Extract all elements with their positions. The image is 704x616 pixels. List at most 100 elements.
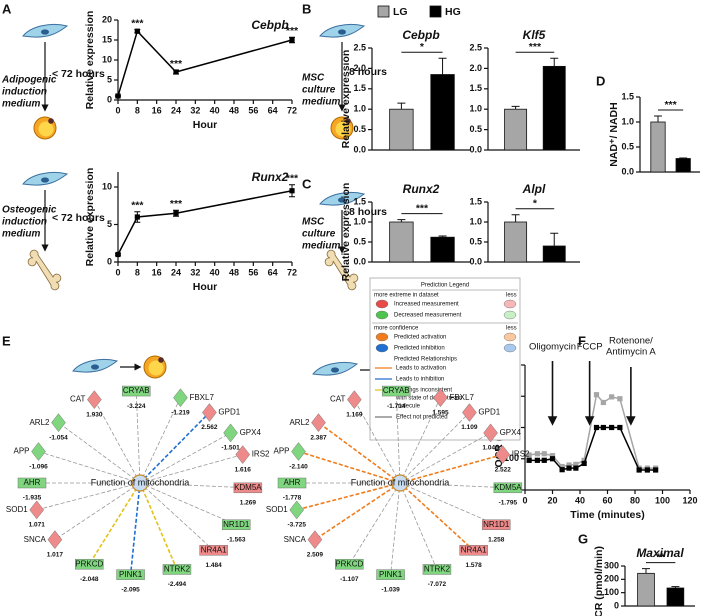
node [495, 445, 511, 464]
node-label: CRYAB [383, 386, 410, 395]
edge [139, 482, 178, 570]
panel-label: A [2, 1, 12, 16]
node [116, 569, 145, 580]
edge [139, 397, 181, 484]
significance: *** [664, 99, 677, 111]
significance: *** [131, 17, 144, 29]
point [636, 467, 642, 473]
bar [542, 65, 566, 151]
legend-text: Predicted Relationships [394, 357, 457, 363]
node-label: PRKCD [335, 559, 363, 568]
y-axis-label: Relative expression [340, 183, 352, 282]
medium-label: induction [2, 87, 47, 98]
x-tick-label: 40 [575, 495, 585, 505]
event-label: Rotenone/ [609, 336, 653, 347]
point [289, 188, 295, 194]
legend-symbol [375, 332, 389, 342]
node [289, 500, 305, 520]
event-label: Oligomycin [529, 342, 576, 353]
node [381, 385, 411, 397]
error-bar [679, 157, 688, 159]
edge [88, 482, 141, 565]
x-tick-label: 48 [229, 267, 239, 277]
edge [399, 397, 441, 484]
y-tick-label: 0.0 [621, 166, 634, 176]
x-tick-label: 60 [602, 495, 612, 505]
bar [542, 245, 566, 263]
legend-symbol [503, 310, 517, 320]
panel-label: B [302, 1, 311, 16]
edge [139, 432, 231, 484]
node-value: -1.501 [221, 445, 240, 452]
legend-swatch [377, 5, 390, 18]
y-tick-label: 0 [614, 600, 619, 610]
x-tick-label: 56 [248, 267, 258, 277]
error-bar [671, 586, 680, 588]
edge [139, 482, 214, 551]
x-tick-label: 20 [547, 495, 557, 505]
y-tick-label: 1.0 [469, 216, 482, 226]
time-label: 8 hours [349, 206, 387, 218]
y-tick-label: 100 [604, 587, 619, 597]
medium-label: medium [302, 97, 340, 108]
y-tick-label: 5 [107, 219, 112, 229]
edge [139, 411, 210, 484]
bar [504, 221, 528, 263]
point [289, 37, 295, 43]
y-tick-label: 0.5 [469, 124, 482, 134]
y-tick-label: 0 [107, 256, 112, 266]
line [529, 426, 656, 471]
bar [675, 158, 691, 173]
medium-label: medium [2, 229, 40, 240]
node-value: 1.616 [235, 466, 252, 473]
edge [348, 482, 401, 565]
y-tick-label: 0.0 [469, 256, 482, 266]
node [462, 403, 477, 422]
point [609, 394, 615, 400]
node-label: NR4A1 [461, 545, 487, 554]
node-value: -2.048 [80, 576, 99, 583]
center-label: Function of mitochondria [91, 477, 190, 487]
diagram-b: MSC culture medium 8 hours [302, 23, 387, 140]
point [559, 463, 565, 470]
panel-label: C [302, 176, 312, 191]
y-tick-label: 15 [102, 34, 112, 44]
legend-symbol [375, 299, 389, 309]
node-label: PINK1 [119, 570, 143, 579]
y-tick-label: 2.0 [353, 63, 366, 73]
node [17, 477, 47, 489]
chart-title: Cebpb [251, 18, 288, 32]
significance: *** [170, 58, 183, 70]
edge [129, 482, 141, 575]
node-value: -2.140 [289, 463, 308, 470]
node-value: -2.494 [168, 581, 187, 588]
chart: 0.0 0.5 1.0 1.5 Alpl * [469, 182, 580, 266]
node-label: IRS2 [252, 450, 270, 459]
medium-label: Osteogenic [2, 205, 57, 216]
legend-text: Findings inconsistent [396, 388, 452, 394]
time-label: < 72 hours [52, 212, 105, 224]
node-label: APP [13, 447, 29, 456]
bar [637, 572, 655, 607]
diagram-c: MSC culture medium 8 hours [302, 191, 387, 291]
error-bar [511, 214, 520, 222]
medium-label: MSC [302, 217, 325, 228]
legend-text: more extreme in dataset [374, 293, 439, 299]
edge [318, 421, 401, 484]
x-tick-label: 32 [190, 267, 200, 277]
edge [135, 391, 141, 484]
y-tick-label: 1.0 [469, 104, 482, 114]
legend-text: Leads to inhibition [396, 377, 444, 383]
edge [399, 482, 438, 570]
node-label: APP [273, 447, 289, 456]
event-label: FCCP [577, 342, 603, 353]
chart: 0.0 0.5 1.0 1.5 2.0 2.5 Klf5*** [469, 28, 580, 154]
point [134, 28, 140, 34]
node [221, 519, 251, 531]
node-label: ARL2 [29, 418, 50, 427]
error-bar [550, 57, 559, 67]
point [617, 396, 623, 402]
node [493, 482, 523, 494]
medium-label: culture [302, 229, 336, 240]
